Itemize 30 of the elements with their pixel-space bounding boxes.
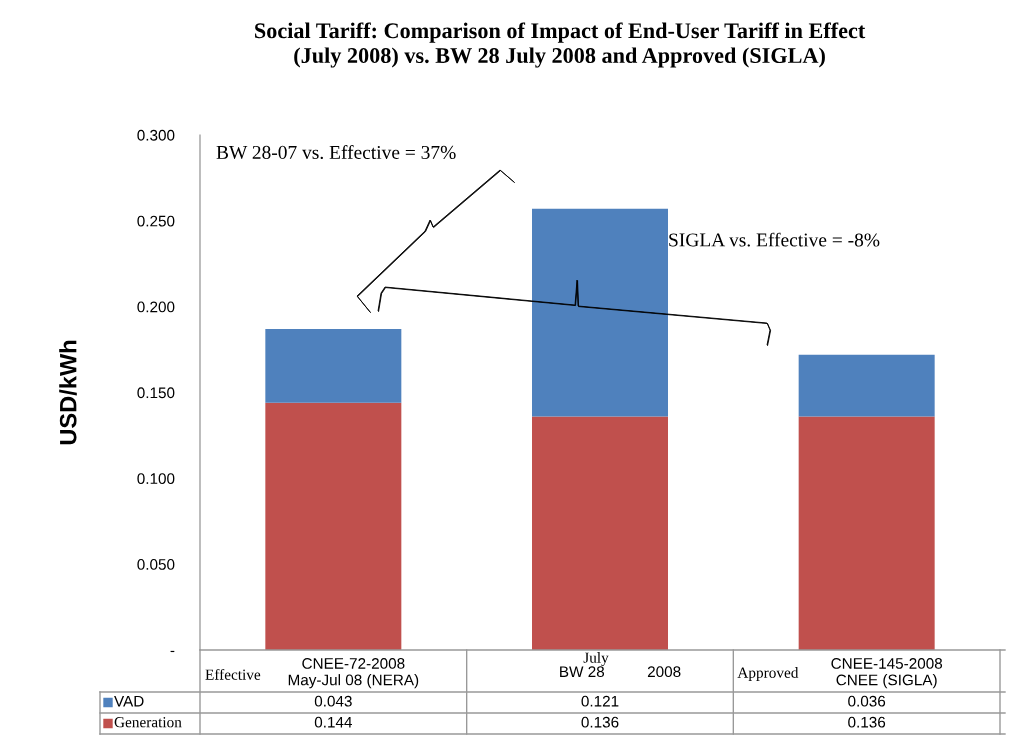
y-tick-label: 0.200 [137, 301, 175, 313]
chart-title: Social Tariff: Comparison of Impact of End-User Tariff in Effect (July 2008) vs. BW 28 July 2008 and Approved (SIGLA) [255, 22, 866, 68]
y-tick-label: - [170, 650, 175, 653]
data-label: 0.136 [848, 716, 886, 728]
data-label: 0.043 [314, 695, 352, 707]
bar [798, 354, 935, 417]
text: Approved [737, 667, 799, 681]
bar [798, 416, 935, 650]
y-tick-label: 0.150 [137, 387, 175, 399]
x-tick-label: BW 28 2008 [560, 666, 681, 678]
data-label: 0.144 [314, 716, 352, 728]
y-tick-label: 0.050 [137, 559, 175, 570]
text: July [583, 652, 609, 666]
data-label: 0.036 [848, 695, 886, 707]
y-tick-label: 0.100 [137, 473, 175, 485]
bar [265, 328, 402, 403]
bar [265, 402, 402, 650]
bar [532, 416, 668, 650]
text: Effective [205, 668, 261, 680]
y-tick-label: 0.250 [137, 215, 175, 227]
x-tick-label: CNEE-72-2008 May-Jul 08 (NERA) [288, 658, 419, 689]
data-label: 0.121 [581, 695, 619, 707]
x-tick-label: CNEE-145-2008 CNEE (SIGLA) [831, 658, 943, 689]
data-label: 0.136 [581, 716, 619, 728]
annotation: BW 28-07 vs. Effective = 37% [216, 145, 456, 160]
legend-label: Generation [114, 717, 182, 728]
annotation: SIGLA vs. Effective = -8% [669, 232, 880, 247]
legend-label: VAD [114, 695, 144, 707]
y-tick-label: 0.300 [137, 129, 175, 141]
y-axis-title: USD/kWh [59, 340, 77, 445]
